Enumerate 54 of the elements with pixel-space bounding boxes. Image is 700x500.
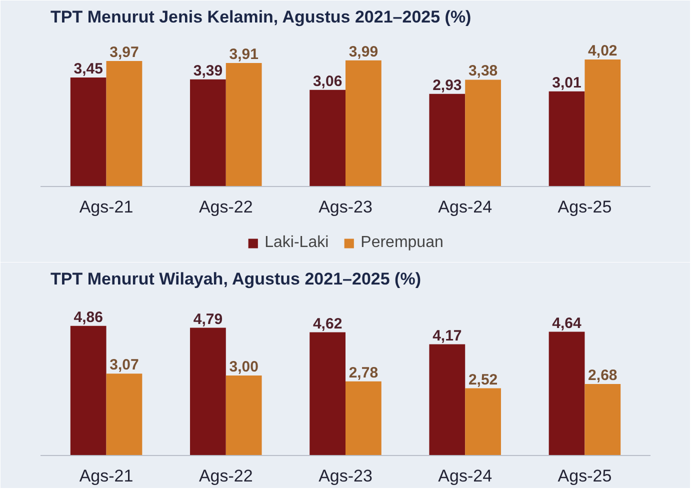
x-tick-label: Ags-21 — [79, 198, 134, 217]
data-label: 3,91 — [229, 46, 258, 63]
bar — [465, 388, 501, 456]
data-label: 4,79 — [193, 310, 223, 328]
bar — [70, 77, 106, 187]
x-tick-label: Ags-21 — [79, 466, 134, 486]
data-label: 3,38 — [468, 62, 498, 80]
bar — [584, 384, 621, 456]
data-label: 4,17 — [432, 327, 462, 344]
chart-title: TPT Menurut Jenis Kelamin, Agustus 2021–2025 (%) — [50, 8, 472, 26]
data-label: 3,97 — [110, 44, 139, 62]
data-label: 2,68 — [588, 367, 618, 384]
bar — [190, 79, 226, 187]
data-label: 3,01 — [552, 74, 582, 92]
bar — [226, 62, 262, 187]
bar — [190, 328, 226, 456]
x-tick-label: Ags-22 — [198, 198, 253, 217]
data-label: 3,06 — [312, 72, 342, 90]
bar — [346, 381, 382, 456]
x-tick-label: Ags-25 — [558, 198, 612, 217]
data-label: 4,64 — [552, 314, 582, 332]
bar — [70, 326, 106, 456]
data-label: 2,78 — [348, 364, 378, 382]
data-label: 3,00 — [229, 358, 258, 376]
data-label: 2,52 — [468, 371, 498, 388]
data-label: 4,86 — [74, 308, 103, 326]
bar — [226, 376, 262, 456]
bar — [548, 332, 585, 456]
data-label: 4,02 — [588, 42, 618, 60]
data-label: 3,45 — [74, 60, 103, 78]
x-tick-label: Ags-23 — [318, 198, 372, 217]
data-label: 2,93 — [432, 76, 462, 94]
bar — [429, 344, 466, 456]
bar — [106, 61, 142, 187]
bar — [584, 59, 621, 187]
bar — [429, 94, 466, 187]
data-label: 4,62 — [312, 315, 342, 332]
x-tick-label: Ags-22 — [198, 466, 253, 486]
chart-title: TPT Menurut Wilayah, Agustus 2021–2025 (%) — [50, 270, 421, 288]
bar — [310, 90, 346, 187]
data-label: 3,99 — [348, 43, 378, 60]
x-tick-label: Ags-24 — [438, 466, 492, 486]
bar — [548, 91, 585, 187]
data-label: 3,39 — [193, 62, 223, 80]
bar — [106, 374, 142, 456]
x-tick-label: Ags-25 — [558, 466, 612, 486]
x-tick-label: Ags-24 — [438, 198, 492, 217]
bar — [465, 80, 501, 187]
bar — [310, 332, 346, 456]
legend-label: Laki-Laki — [264, 234, 329, 252]
bar — [346, 60, 382, 187]
x-tick-label: Ags-23 — [318, 466, 372, 486]
data-label: 3,07 — [110, 356, 139, 374]
legend-label: Perempuan — [360, 234, 444, 252]
